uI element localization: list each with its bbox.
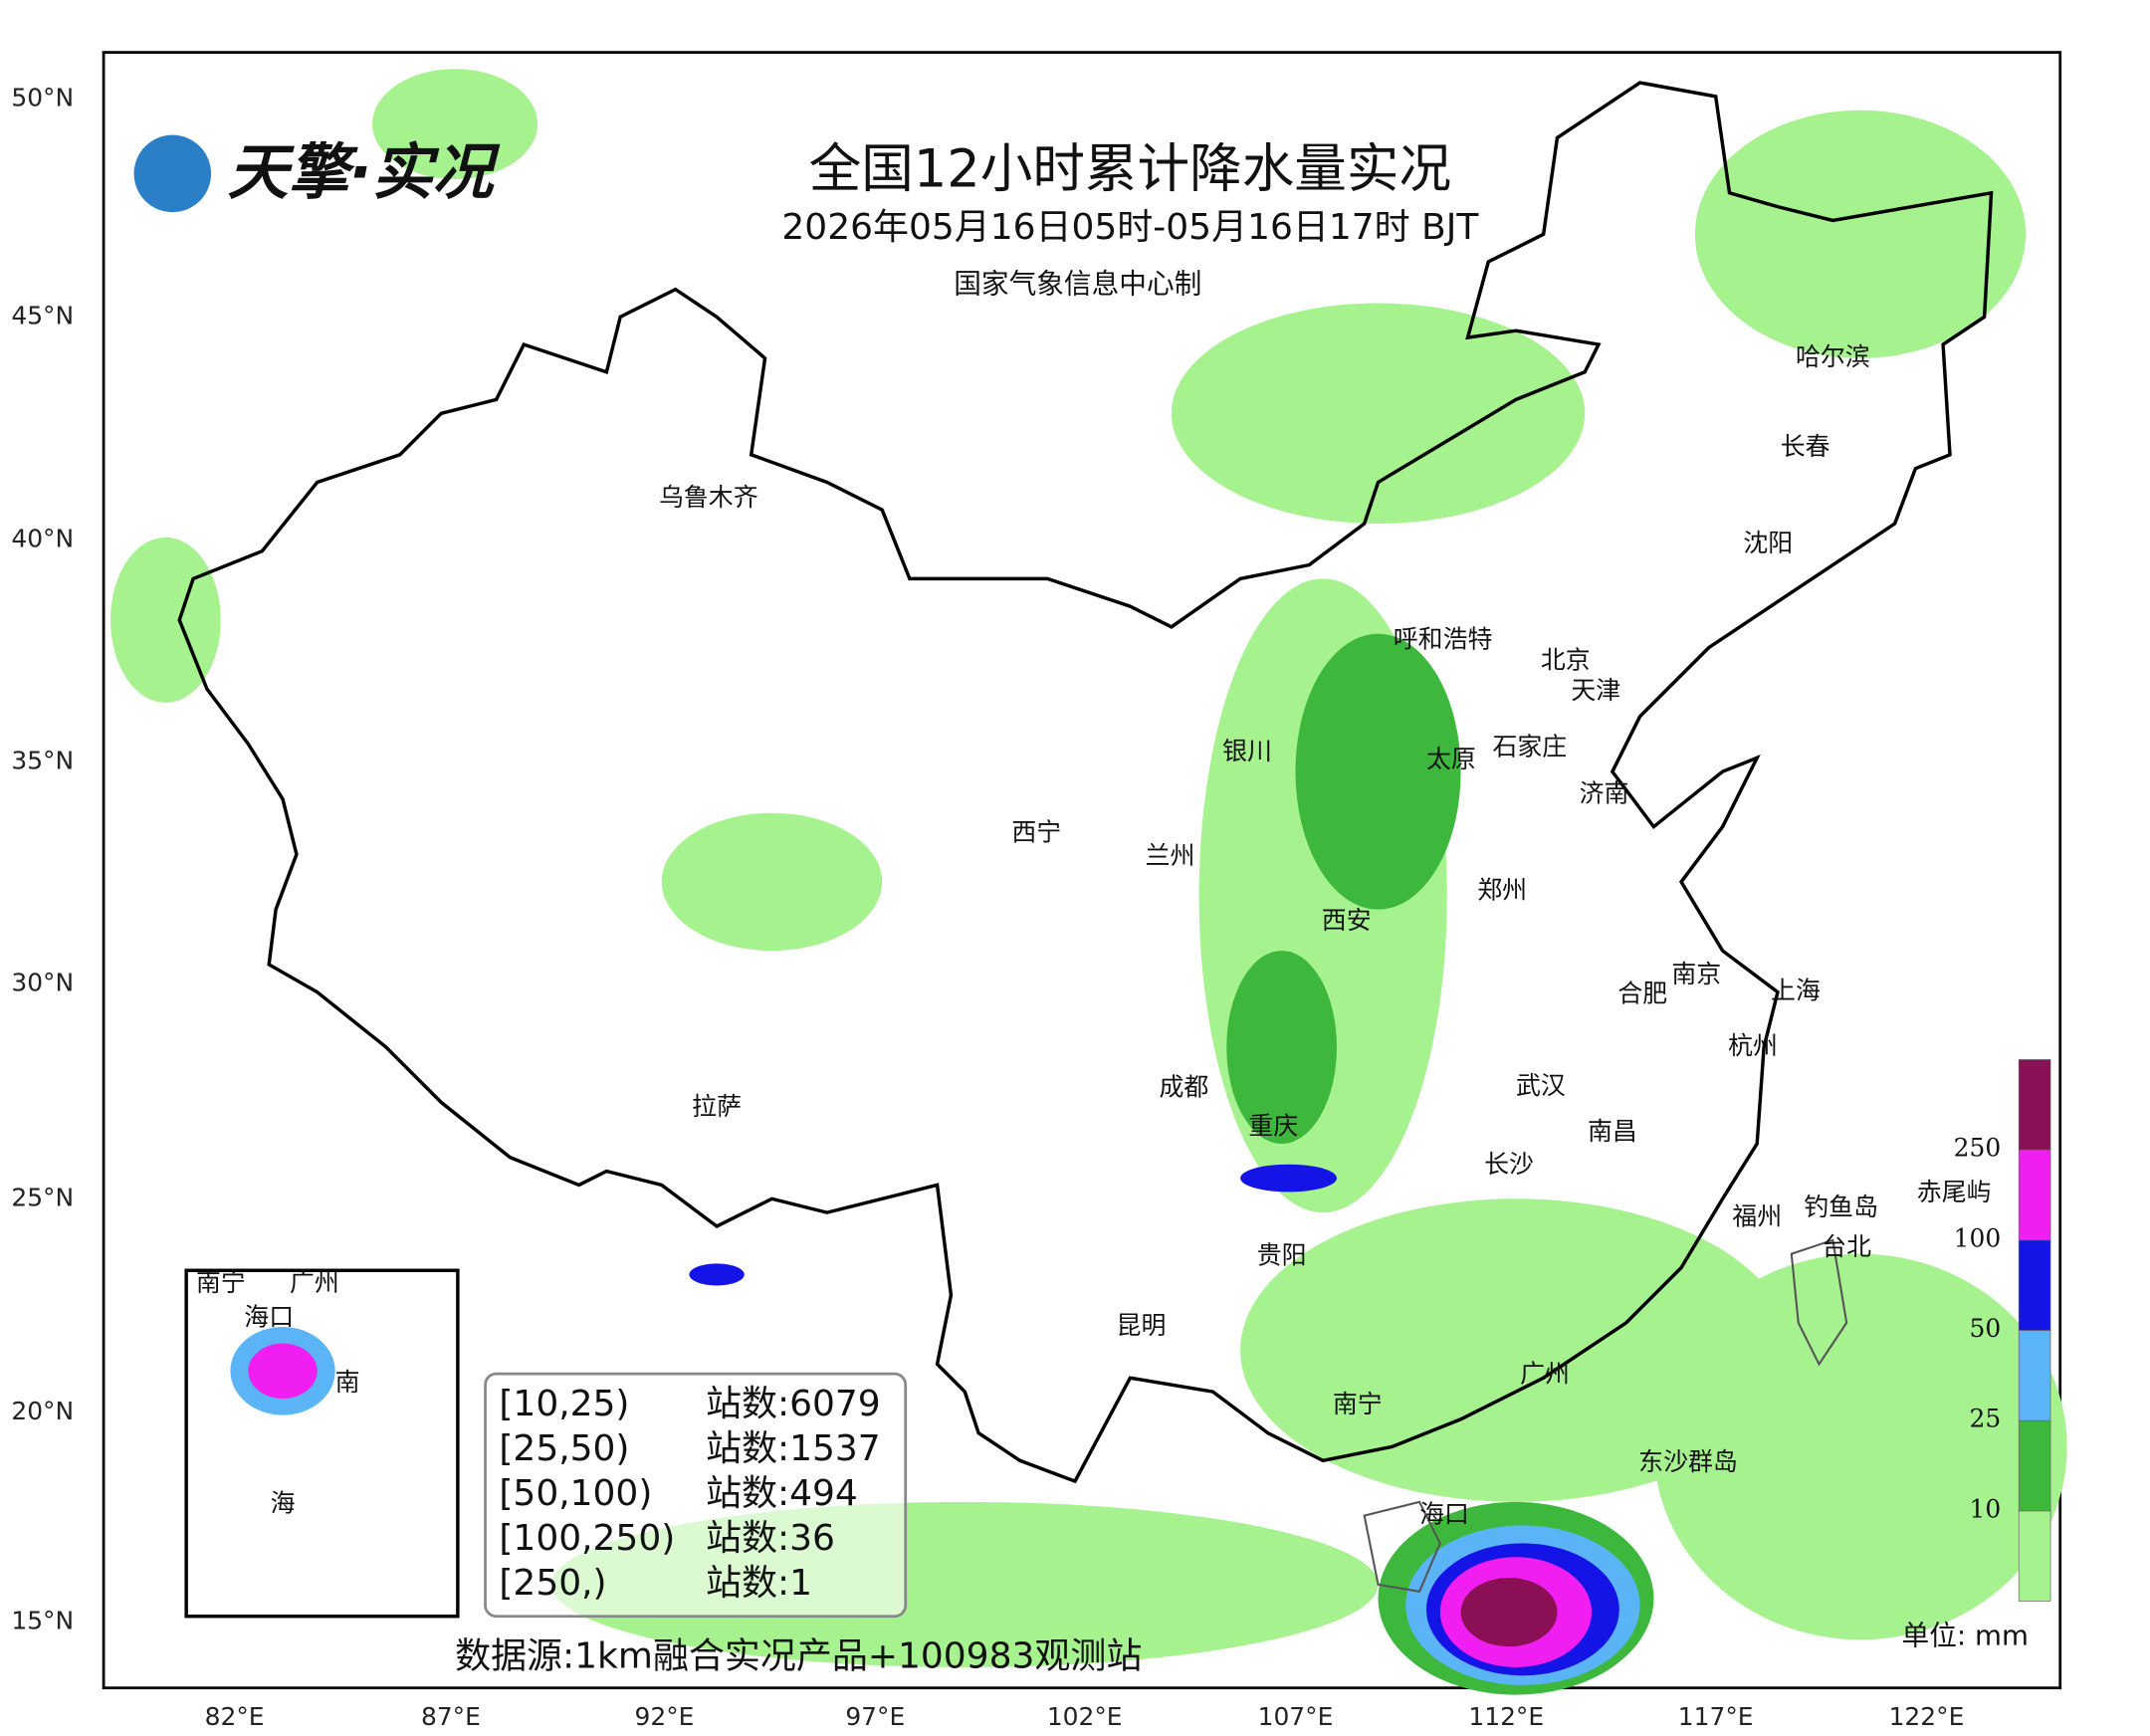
- lon-label: 112°E: [1468, 1702, 1544, 1731]
- logo-globe: [133, 134, 212, 213]
- city-label: 广州: [1520, 1359, 1570, 1388]
- city-label: 武汉: [1516, 1071, 1566, 1100]
- city-label: 南昌: [1588, 1117, 1637, 1146]
- island-label: 钓鱼岛: [1804, 1193, 1878, 1221]
- lat-label: 20°N: [11, 1397, 74, 1425]
- data-source: 数据源:1km融合实况产品+100983观测站: [455, 1635, 1142, 1676]
- city-label: 杭州: [1728, 1031, 1778, 1060]
- lon-label: 87°E: [421, 1702, 481, 1731]
- lon-label: 82°E: [205, 1702, 265, 1731]
- city-label: 重庆: [1248, 1111, 1298, 1140]
- subtitle: 2026年05月16日05时-05月16日17时 BJT: [781, 207, 1479, 248]
- colorbar-segment: [2018, 1330, 2051, 1421]
- city-label: 沈阳: [1743, 529, 1793, 557]
- stats-box: [484, 1372, 908, 1619]
- colorbar-segment: [2018, 1510, 2051, 1602]
- unit: 单位: mm: [1902, 1619, 2029, 1651]
- inset-rain: [248, 1343, 318, 1400]
- colorbar-label: 10: [1970, 1494, 2002, 1523]
- city-label: 福州: [1732, 1202, 1782, 1231]
- lat-label: 40°N: [11, 525, 74, 553]
- lat-label: 30°N: [11, 968, 74, 996]
- city-label: 北京: [1541, 645, 1591, 674]
- city-label: 长沙: [1484, 1150, 1534, 1179]
- city-label: 石家庄: [1492, 733, 1567, 761]
- lat-label: 50°N: [11, 84, 74, 112]
- stats-range: [250,): [499, 1563, 606, 1604]
- city-label: 成都: [1159, 1073, 1208, 1102]
- lon-label: 107°E: [1258, 1702, 1334, 1731]
- colorbar-label: 25: [1970, 1405, 2002, 1433]
- lon-label: 92°E: [635, 1702, 695, 1731]
- taiwan: [1790, 1238, 1848, 1367]
- country-border: [177, 81, 1994, 1484]
- island-label: 赤尾屿: [1917, 1178, 1992, 1206]
- lon-label: 122°E: [1889, 1702, 1965, 1731]
- inset-label: 广州: [290, 1268, 339, 1297]
- colorbar-label: 50: [1970, 1314, 2002, 1343]
- producer: 国家气象信息中心制: [954, 268, 1201, 301]
- city-label: 郑州: [1477, 876, 1527, 905]
- island-label: 台北: [1822, 1232, 1871, 1261]
- hainan: [1363, 1500, 1441, 1593]
- lat-label: 45°N: [11, 301, 74, 329]
- city-label: 上海: [1771, 976, 1821, 1005]
- city-label: 长春: [1781, 432, 1830, 461]
- inset-label: 海口: [244, 1303, 294, 1332]
- island-label: 东沙群岛: [1638, 1447, 1738, 1476]
- stats-count: 站数:1537: [706, 1428, 881, 1469]
- stats-count: 站数:6079: [706, 1384, 881, 1424]
- colorbar-label: 250: [1954, 1134, 2002, 1163]
- lat-label: 15°N: [11, 1606, 74, 1634]
- colorbar-segment: [2018, 1059, 2051, 1151]
- rain-field: [110, 69, 2067, 1695]
- colorbar-segment: [2018, 1149, 2051, 1241]
- city-label: 银川: [1222, 737, 1272, 765]
- lat-label: 35°N: [11, 746, 74, 774]
- city-label: 南宁: [1333, 1390, 1383, 1418]
- stats-range: [25,50): [499, 1428, 629, 1469]
- lon-label: 117°E: [1678, 1702, 1754, 1731]
- city-label: 西宁: [1011, 817, 1061, 846]
- inset-frame: [184, 1268, 460, 1619]
- city-label: 太原: [1426, 745, 1476, 773]
- city-label: 西安: [1322, 906, 1372, 935]
- inset-label: 南宁: [196, 1268, 246, 1297]
- city-label: 哈尔滨: [1796, 342, 1870, 371]
- stats-range: [50,100): [499, 1473, 652, 1514]
- logo-text: 天擎·实况: [228, 137, 501, 208]
- colorbar-segment: [2018, 1419, 2051, 1512]
- title: 全国12小时累计降水量实况: [809, 139, 1451, 200]
- colorbar-segment: [2018, 1239, 2051, 1331]
- city-label: 天津: [1571, 676, 1620, 705]
- lon-label: 97°E: [845, 1702, 905, 1731]
- colorbar-label: 100: [1954, 1223, 2002, 1252]
- city-label: 呼和浩特: [1394, 625, 1493, 654]
- city-label: 合肥: [1617, 978, 1667, 1007]
- lat-label: 25°N: [11, 1183, 74, 1211]
- city-label: 济南: [1580, 779, 1629, 808]
- stats-range: [100,250): [499, 1518, 675, 1559]
- city-label: 南京: [1671, 960, 1721, 988]
- stats-count: 站数:494: [706, 1473, 858, 1514]
- stats-count: 站数:36: [706, 1518, 835, 1559]
- inset-label: 南: [335, 1368, 360, 1397]
- city-label: 拉萨: [692, 1092, 742, 1121]
- stats-range: [10,25): [499, 1384, 629, 1424]
- city-label: 昆明: [1117, 1311, 1167, 1340]
- city-label: 乌鲁木齐: [659, 483, 758, 512]
- city-label: 海口: [1419, 1500, 1469, 1529]
- logo: 天擎·实况: [133, 134, 501, 213]
- inset-label: 海: [271, 1489, 296, 1518]
- stats-count: 站数:1: [706, 1563, 812, 1604]
- city-label: 兰州: [1146, 841, 1195, 870]
- lon-label: 102°E: [1047, 1702, 1123, 1731]
- city-label: 贵阳: [1257, 1240, 1307, 1269]
